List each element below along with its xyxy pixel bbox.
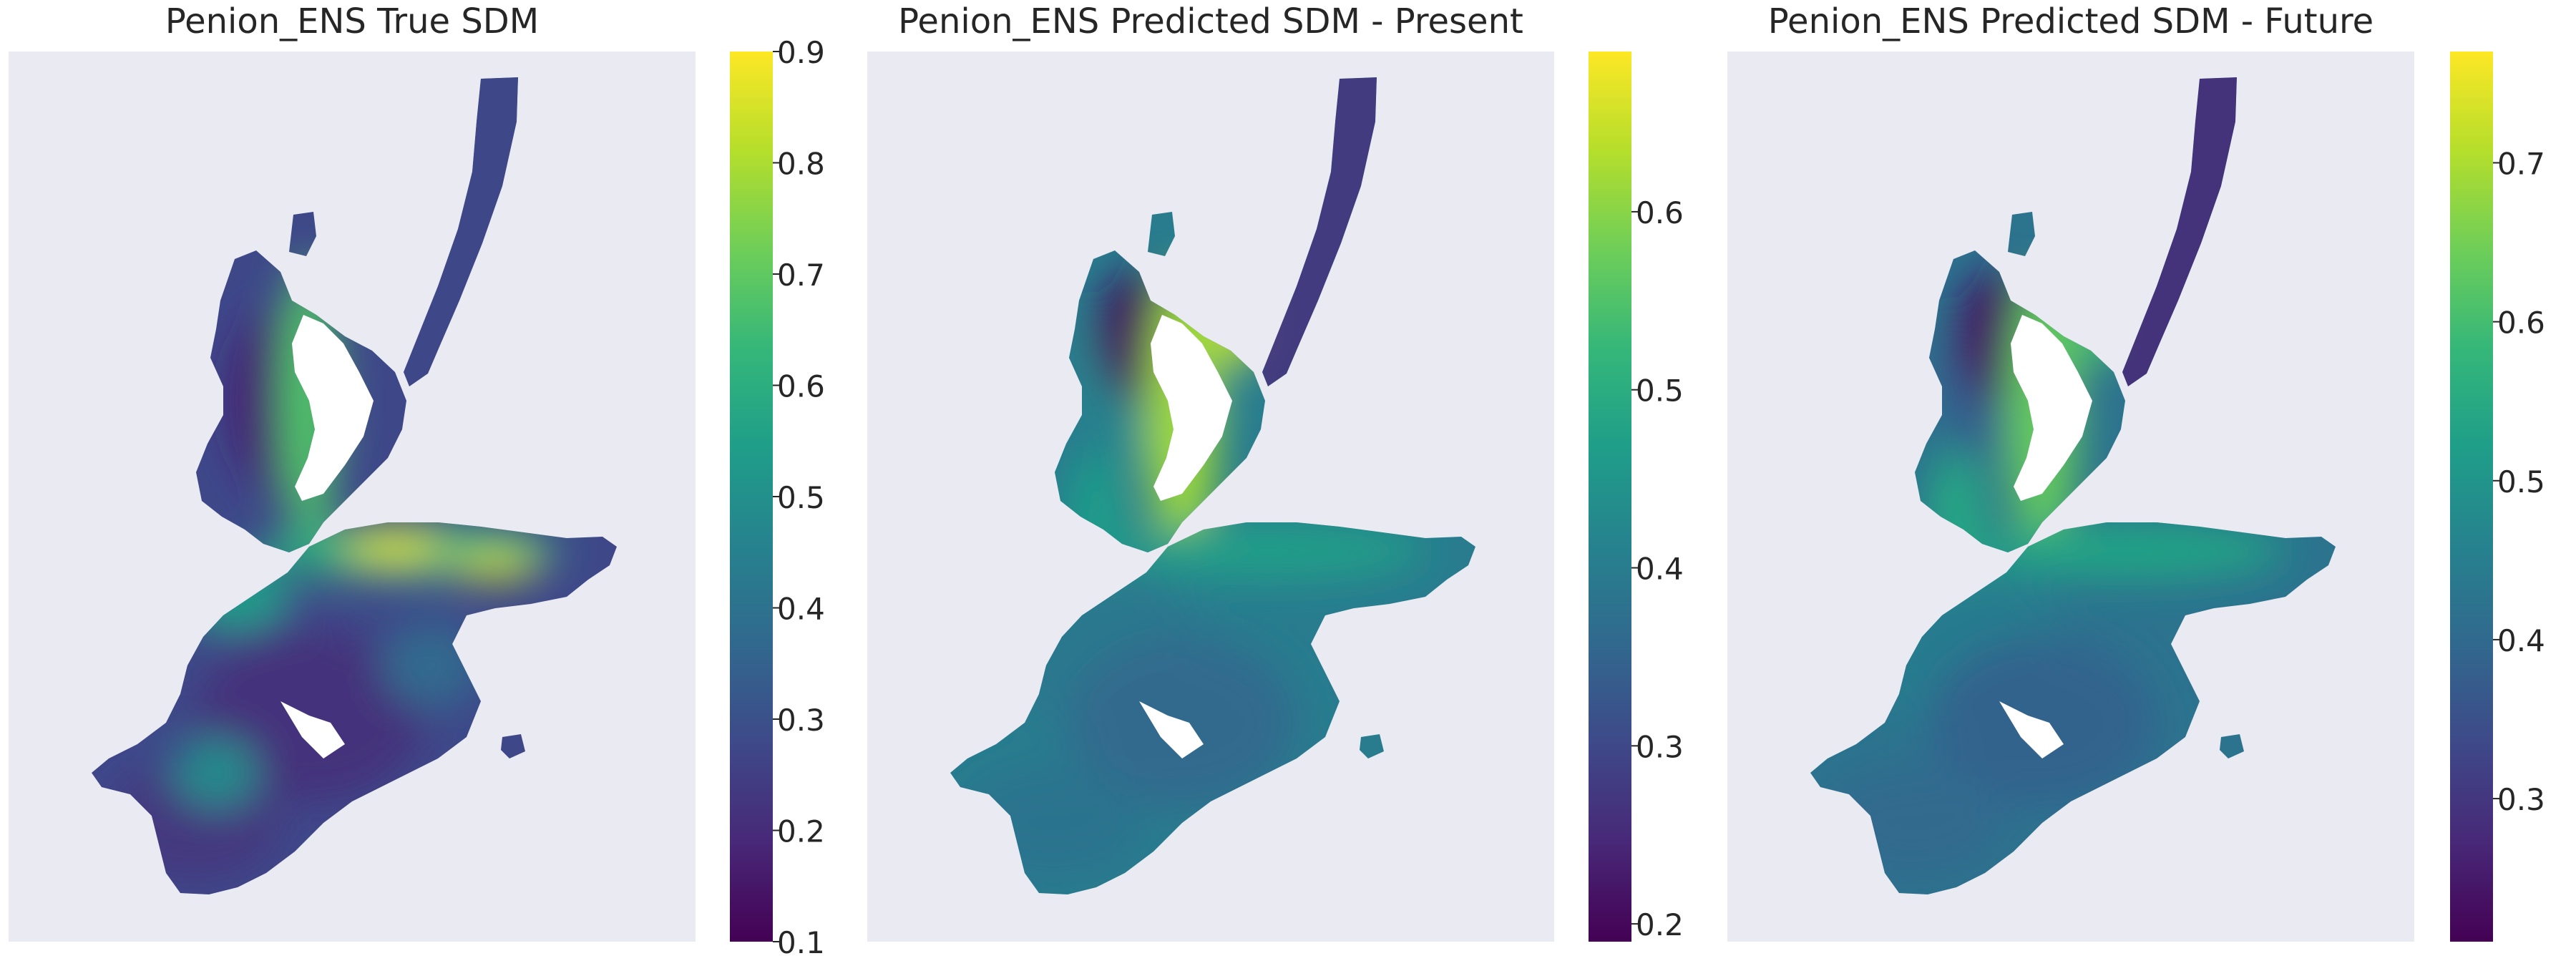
colorbar-tick-label: 0.4 bbox=[777, 592, 825, 627]
no-data-area bbox=[280, 701, 345, 758]
no-data-area bbox=[292, 315, 374, 501]
sdm-panel-3: 0.3 0.4 0.5 0.6 0.7 bbox=[1727, 52, 2545, 942]
colorbar-tick-label: 0.6 bbox=[1636, 195, 1684, 230]
colorbar-tick-label: 0.2 bbox=[777, 814, 825, 849]
colorbar-tick-label: 0.5 bbox=[1636, 374, 1684, 409]
heat-region bbox=[1111, 522, 1425, 580]
colorbar-tick-label: 0.3 bbox=[1636, 729, 1684, 764]
colorbar-tick-label: 0.6 bbox=[777, 369, 825, 404]
heat-region bbox=[452, 551, 538, 580]
no-data-area bbox=[2011, 315, 2092, 501]
heat-region bbox=[345, 532, 445, 564]
colorbar-tick-label: 0.8 bbox=[777, 147, 825, 182]
colorbar-tick-label: 0.6 bbox=[2497, 306, 2545, 341]
colorbar-tick-label: 0.5 bbox=[777, 480, 825, 515]
colorbar-tick-label: 0.9 bbox=[777, 35, 825, 70]
axes-background bbox=[9, 52, 696, 942]
colorbar-tick-label: 0.5 bbox=[2497, 464, 2545, 499]
colorbar-tick-label: 0.3 bbox=[777, 703, 825, 738]
axes-background bbox=[1727, 52, 2414, 942]
colorbar bbox=[1589, 52, 1631, 942]
colorbar-tick-label: 0.2 bbox=[1636, 907, 1684, 942]
no-data-area bbox=[1999, 701, 2064, 758]
colorbar-tick-label: 0.7 bbox=[777, 258, 825, 293]
colorbar-tick-label: 0.3 bbox=[2497, 782, 2545, 817]
panel-title-predicted-present: Penion_ENS Predicted SDM - Present bbox=[898, 1, 1523, 42]
sdm-panel-1: 0.1 0.2 0.3 0.4 0.5 0.6 0.7 0.8 0.9 bbox=[9, 35, 825, 960]
heat-region bbox=[173, 737, 259, 809]
colorbar-tick-label: 0.4 bbox=[2497, 623, 2545, 658]
no-data-area bbox=[1139, 701, 1204, 758]
colorbar-tick-label: 0.7 bbox=[2497, 147, 2545, 182]
panel-title-true-sdm: Penion_ENS True SDM bbox=[165, 1, 540, 42]
no-data-area bbox=[1151, 315, 1232, 501]
sdm-panel-2: 0.2 0.3 0.4 0.5 0.6 bbox=[867, 52, 1684, 942]
panel-title-predicted-future: Penion_ENS Predicted SDM - Future bbox=[1767, 1, 2374, 42]
heat-region bbox=[1971, 522, 2285, 580]
colorbar bbox=[2450, 52, 2493, 942]
colorbar-tick-label: 0.4 bbox=[1636, 552, 1684, 587]
colorbar-tick-label: 0.1 bbox=[777, 925, 825, 960]
colorbar bbox=[730, 52, 773, 942]
axes-background bbox=[867, 52, 1554, 942]
